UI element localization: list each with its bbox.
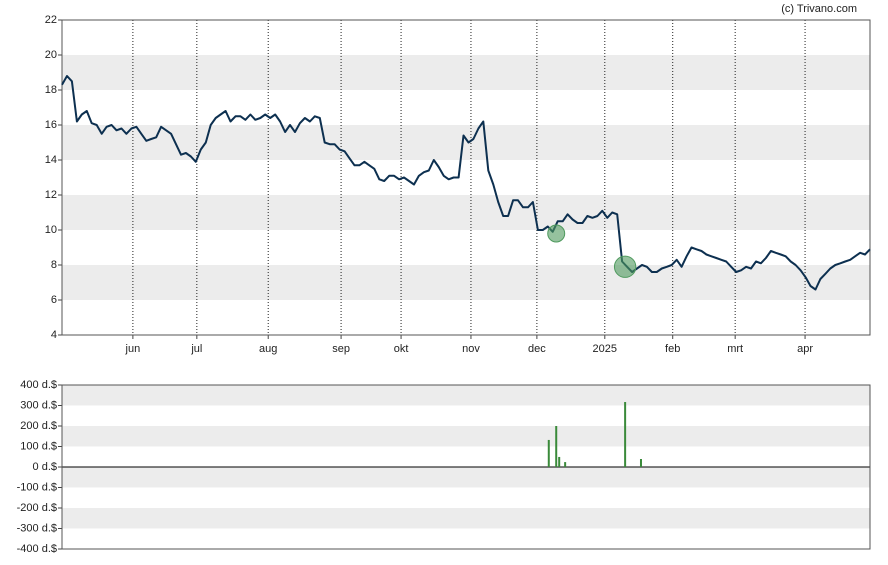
x-tick-label: feb: [665, 343, 680, 355]
y-tick-label: 18: [45, 84, 57, 96]
plot-frame: [61, 384, 871, 550]
y-tick-label: 300 d.$: [20, 399, 57, 411]
x-tick-label: okt: [394, 343, 409, 355]
x-tick-label: mrt: [727, 343, 743, 355]
credit: (c) Trivano.com: [781, 3, 857, 15]
trade-marker: [547, 224, 566, 243]
plot-frame: [61, 19, 871, 336]
band: [62, 426, 870, 447]
y-tick-label: -100 d.$: [17, 481, 57, 493]
y-tick-label: -400 d.$: [17, 543, 57, 555]
x-tick-label: 2025: [593, 343, 617, 355]
volume-bar: [555, 426, 558, 467]
volume-bar: [558, 456, 561, 467]
volume-bar: [639, 459, 642, 467]
band: [62, 467, 870, 488]
band: [62, 195, 870, 230]
y-tick-label: -200 d.$: [17, 502, 57, 514]
y-tick-label: 22: [45, 14, 57, 26]
x-tick-label: aug: [259, 343, 277, 355]
y-tick-label: 0 d.$: [33, 461, 57, 473]
band: [62, 508, 870, 529]
y-tick-label: -300 d.$: [17, 522, 57, 534]
band: [62, 55, 870, 90]
y-tick-label: 100 d.$: [20, 440, 57, 452]
y-tick-label: 8: [51, 259, 57, 271]
y-tick-label: 20: [45, 49, 57, 61]
x-tick-label: dec: [528, 343, 546, 355]
x-tick-label: jul: [190, 343, 202, 355]
y-tick-label: 14: [45, 154, 57, 166]
y-tick-label: 10: [45, 224, 57, 236]
volume-bar: [547, 439, 550, 467]
trade-marker: [613, 255, 637, 278]
y-tick-label: 12: [45, 189, 57, 201]
volume-bar: [564, 462, 567, 467]
band: [62, 265, 870, 300]
band: [62, 385, 870, 406]
x-tick-label: sep: [332, 343, 350, 355]
y-tick-label: 400 d.$: [20, 379, 57, 391]
x-tick-label: apr: [797, 343, 813, 355]
x-tick-label: jun: [125, 343, 141, 355]
y-tick-label: 4: [51, 329, 57, 341]
x-tick-label: nov: [462, 343, 480, 355]
volume-bar: [624, 402, 627, 467]
y-tick-label: 6: [51, 294, 57, 306]
y-tick-label: 16: [45, 119, 57, 131]
price-line: [61, 75, 871, 291]
y-tick-label: 200 d.$: [20, 420, 57, 432]
band: [62, 125, 870, 160]
